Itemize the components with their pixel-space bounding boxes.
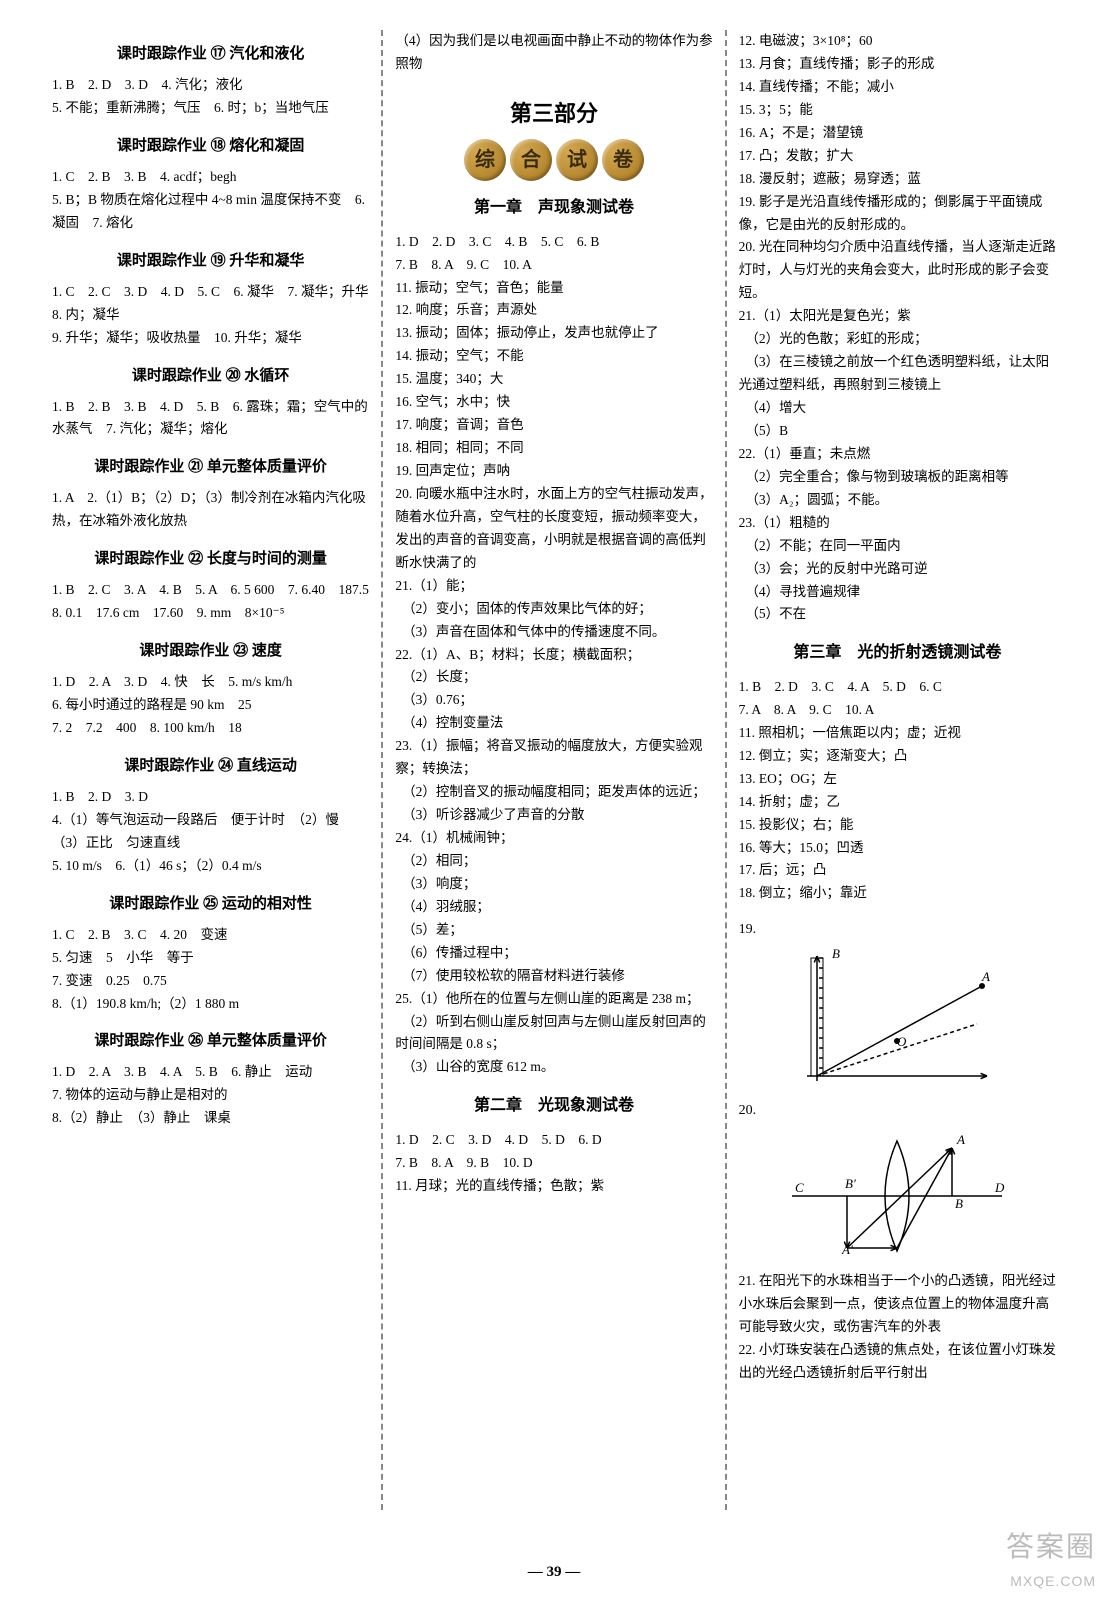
svg-text:B: B	[832, 946, 840, 961]
col2-top: （4）因为我们是以电视画面中静止不动的物体作为参照物	[395, 30, 712, 76]
chapter3-body: 1. B 2. D 3. C 4. A 5. D 6. C 7. A 8. A …	[739, 676, 1056, 905]
column-1: 课时跟踪作业 ⑰ 汽化和液化 1. B 2. D 3. D 4. 汽化；液化 5.…	[40, 30, 381, 1510]
hw-title-7: 课时跟踪作业 ㉔ 直线运动	[52, 754, 369, 778]
badge-3: 卷	[602, 139, 644, 181]
fig20-label: 20.	[739, 1100, 757, 1122]
svg-text:B′: B′	[845, 1176, 856, 1191]
figure-20: 20. C D A A′ B B′	[739, 1100, 1056, 1266]
svg-text:D: D	[994, 1180, 1005, 1195]
part3-title: 第三部分	[395, 96, 712, 131]
hw-title-8: 课时跟踪作业 ㉕ 运动的相对性	[52, 892, 369, 916]
hw-title-4: 课时跟踪作业 ㉑ 单元整体质量评价	[52, 455, 369, 479]
chapter-title-1: 第二章 光现象测试卷	[395, 1093, 712, 1119]
page-number: — 39 —	[528, 1560, 581, 1584]
fig20-svg: C D A A′ B B′	[787, 1126, 1007, 1266]
badge-1: 合	[510, 139, 552, 181]
col3-top: 12. 电磁波；3×10⁸；60 13. 月食；直线传播；影子的形成 14. 直…	[739, 30, 1056, 626]
watermark-main: 答案圈	[1006, 1531, 1096, 1562]
hw-body-9: 1. D 2. A 3. B 4. A 5. B 6. 静止 运动 7. 物体的…	[52, 1061, 369, 1130]
hw-title-0: 课时跟踪作业 ⑰ 汽化和液化	[52, 42, 369, 66]
svg-text:C: C	[795, 1180, 804, 1195]
fig19-svg: O A B	[797, 946, 997, 1096]
figure-19: 19. O A B	[739, 919, 1056, 1095]
svg-text:A′: A′	[841, 1242, 853, 1257]
hw-title-9: 课时跟踪作业 ㉖ 单元整体质量评价	[52, 1029, 369, 1053]
hw-title-1: 课时跟踪作业 ⑱ 熔化和凝固	[52, 134, 369, 158]
svg-text:A: A	[981, 969, 990, 984]
fig19-label: 19.	[739, 919, 757, 941]
hw-body-5: 1. B 2. C 3. A 4. B 5. A 6. 5 600 7. 6.4…	[52, 579, 369, 625]
watermark: 答案圈 MXQE.COM	[1006, 1525, 1096, 1592]
svg-text:O: O	[897, 1034, 907, 1049]
watermark-sub: MXQE.COM	[1006, 1570, 1096, 1592]
hw-body-3: 1. B 2. B 3. B 4. D 5. B 6. 露珠；霜；空气中的水蒸气…	[52, 396, 369, 442]
hw-body-0: 1. B 2. D 3. D 4. 汽化；液化 5. 不能；重新沸腾；气压 6.…	[52, 74, 369, 120]
svg-text:B: B	[955, 1196, 963, 1211]
chapter-body-1: 1. D 2. C 3. D 4. D 5. D 6. D 7. B 8. A …	[395, 1129, 712, 1198]
chapter-body-0: 1. D 2. D 3. C 4. B 5. C 6. B 7. B 8. A …	[395, 231, 712, 1080]
badge-row: 综 合 试 卷	[395, 139, 712, 181]
hw-body-1: 1. C 2. B 3. B 4. acdf；begh 5. B；B 物质在熔化…	[52, 166, 369, 235]
column-3: 12. 电磁波；3×10⁸；60 13. 月食；直线传播；影子的形成 14. 直…	[725, 30, 1068, 1510]
chapter-title-0: 第一章 声现象测试卷	[395, 195, 712, 221]
hw-body-2: 1. C 2. C 3. D 4. D 5. C 6. 凝华 7. 凝华；升华 …	[52, 281, 369, 350]
chapter3-title: 第三章 光的折射透镜测试卷	[739, 640, 1056, 666]
hw-body-8: 1. C 2. B 3. C 4. 20 变速 5. 匀速 5 小华 等于 7.…	[52, 924, 369, 1016]
hw-title-5: 课时跟踪作业 ㉒ 长度与时间的测量	[52, 547, 369, 571]
column-2: （4）因为我们是以电视画面中静止不动的物体作为参照物 第三部分 综 合 试 卷 …	[381, 30, 724, 1510]
hw-body-7: 1. B 2. D 3. D 4.（1）等气泡运动一段路后 便于计时 （2）慢 …	[52, 786, 369, 878]
svg-text:A: A	[956, 1132, 965, 1147]
hw-body-4: 1. A 2.（1）B；（2）D；（3）制冷剂在冰箱内汽化吸热，在冰箱外液化放热	[52, 487, 369, 533]
hw-body-6: 1. D 2. A 3. D 4. 快 长 5. m/s km/h 6. 每小时…	[52, 671, 369, 740]
badge-0: 综	[464, 139, 506, 181]
hw-title-6: 课时跟踪作业 ㉓ 速度	[52, 639, 369, 663]
col3-bottom: 21. 在阳光下的水珠相当于一个小的凸透镜，阳光经过小水珠后会聚到一点，使该点位…	[739, 1270, 1056, 1385]
hw-title-3: 课时跟踪作业 ⑳ 水循环	[52, 364, 369, 388]
badge-2: 试	[556, 139, 598, 181]
hw-title-2: 课时跟踪作业 ⑲ 升华和凝华	[52, 249, 369, 273]
